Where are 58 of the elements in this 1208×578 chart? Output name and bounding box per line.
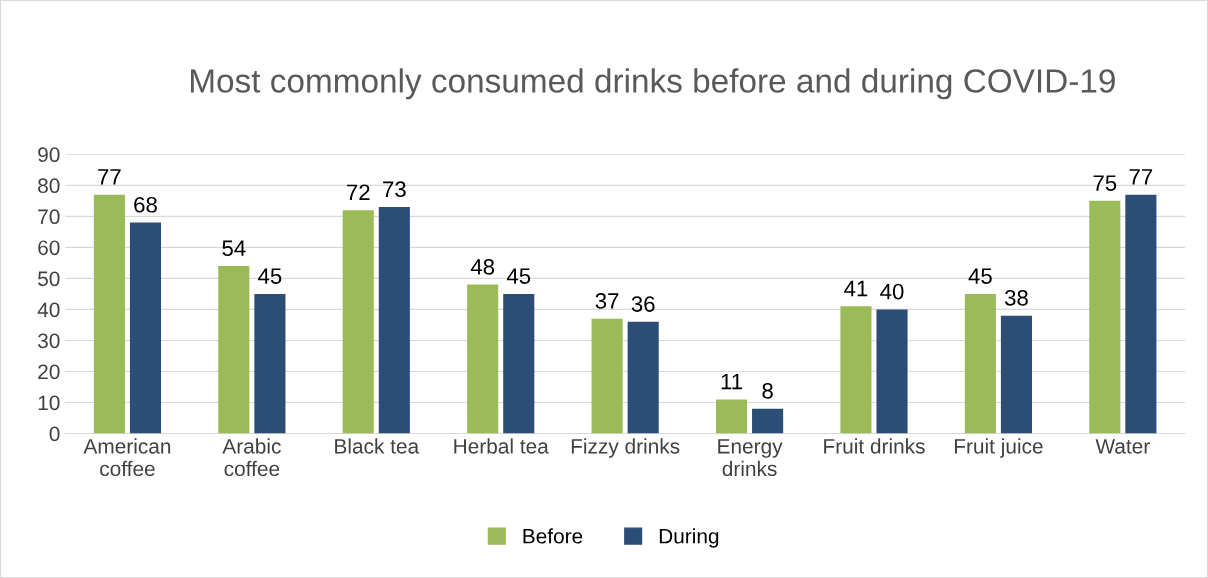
y-tick-label: 10 bbox=[38, 395, 60, 411]
y-tick-label: 50 bbox=[38, 271, 60, 287]
bar bbox=[752, 408, 784, 434]
data-label: 72 bbox=[347, 184, 370, 200]
x-tick-label: Fruit drinks bbox=[824, 438, 925, 454]
bar bbox=[964, 293, 996, 434]
bar bbox=[1089, 200, 1121, 434]
data-label: 40 bbox=[880, 283, 904, 300]
bar bbox=[840, 306, 872, 434]
data-label: 38 bbox=[1004, 289, 1028, 306]
data-label: 77 bbox=[98, 169, 121, 185]
data-label: 45 bbox=[258, 268, 282, 284]
x-tick-label: Herbal tea bbox=[454, 438, 549, 454]
bar bbox=[342, 210, 374, 434]
x-tick-label: Fruit juice bbox=[954, 438, 1043, 458]
data-label: 8 bbox=[762, 383, 773, 399]
x-tick-label: Water bbox=[1095, 439, 1150, 454]
bar bbox=[627, 321, 659, 434]
x-tick-label: Energy drinks bbox=[718, 439, 783, 477]
bar bbox=[93, 194, 125, 434]
bar bbox=[129, 222, 162, 434]
bar bbox=[254, 293, 286, 434]
data-label: 45 bbox=[506, 268, 531, 284]
y-tick-label: 40 bbox=[37, 302, 60, 318]
bar bbox=[218, 266, 250, 434]
chart-title: Most commonly consumed drinks before and during COVID-19 bbox=[190, 68, 1115, 100]
y-tick-label: 70 bbox=[38, 209, 60, 225]
y-tick-label: 60 bbox=[38, 240, 60, 256]
legend-label: Before bbox=[523, 528, 583, 544]
data-label: 73 bbox=[383, 181, 406, 198]
data-label: 36 bbox=[631, 296, 655, 312]
data-label: 48 bbox=[470, 258, 495, 275]
bar bbox=[467, 284, 499, 434]
bar bbox=[378, 207, 410, 434]
bar bbox=[715, 399, 748, 434]
bar bbox=[1125, 194, 1157, 434]
data-label: 11 bbox=[721, 373, 742, 390]
data-label: 45 bbox=[968, 268, 992, 284]
x-tick-label: Fizzy drinks bbox=[571, 438, 680, 458]
bar bbox=[1000, 315, 1033, 434]
data-label: 41 bbox=[844, 280, 868, 297]
data-label: 54 bbox=[222, 240, 246, 257]
y-tick-label: 0 bbox=[49, 426, 60, 442]
data-label: 77 bbox=[1129, 169, 1153, 185]
x-tick-label: American coffee bbox=[83, 438, 171, 477]
bar bbox=[876, 309, 908, 434]
bar bbox=[591, 318, 623, 434]
y-tick-label: 20 bbox=[38, 364, 60, 380]
x-tick-label: Arabic coffee bbox=[222, 438, 281, 477]
x-tick-label: Black tea bbox=[335, 438, 420, 454]
y-tick-label: 30 bbox=[37, 333, 60, 349]
data-label: 37 bbox=[595, 293, 619, 309]
y-tick-label: 90 bbox=[38, 147, 60, 163]
data-label: 75 bbox=[1093, 175, 1117, 191]
data-label: 68 bbox=[134, 196, 157, 213]
bar bbox=[503, 293, 535, 434]
legend-label: During bbox=[659, 528, 719, 548]
y-tick-label: 80 bbox=[38, 178, 60, 194]
